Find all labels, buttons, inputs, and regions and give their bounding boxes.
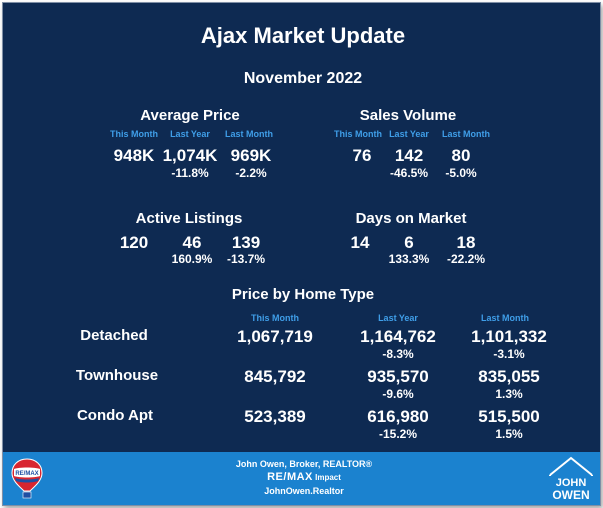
active-listings-last-year: 46 [182, 233, 202, 252]
sales-volume-last-month: 80 [451, 146, 471, 165]
active-listings-this-month: 120 [119, 233, 149, 252]
home-type-last-year: 935,570 [367, 367, 429, 386]
average-price-this-month: 948K [113, 146, 155, 165]
average-price-title: Average Price [140, 107, 240, 124]
home-type-this-month: 523,389 [244, 407, 306, 426]
home-type-last-month: 1,101,332 [471, 327, 547, 346]
footer-brokerage: RE/MAX Impact [267, 471, 341, 483]
sales-volume-this-month: 76 [352, 146, 372, 165]
home-type-last-month: 515,500 [478, 407, 540, 426]
page-title: Ajax Market Update [200, 23, 406, 48]
home-type-mom: 1.5% [495, 427, 523, 441]
home-type-header-this-month: This Month [251, 313, 299, 323]
footer-brand-suffix: Impact [312, 473, 341, 482]
average-price-yoy: -11.8% [171, 166, 209, 180]
sales-volume-mom: -5.0% [445, 166, 477, 180]
home-type-row-label: Detached [80, 327, 148, 344]
sales-volume-header-this-month: This Month [334, 129, 382, 139]
sales-volume-header-last-month: Last Month [442, 129, 490, 139]
home-type-last-year: 616,980 [367, 407, 429, 426]
home-type-mom: 1.3% [495, 387, 523, 401]
john-owen-logo: JOHN OWEN [547, 456, 595, 503]
home-type-yoy: -9.6% [382, 387, 414, 401]
average-price-header-last-month: Last Month [225, 129, 273, 139]
average-price-last-month: 969K [230, 146, 272, 165]
footer-broker-name: John Owen, Broker, REALTOR® [235, 459, 373, 469]
home-type-yoy: -15.2% [378, 427, 418, 441]
average-price-last-year: 1,074K [162, 146, 218, 165]
average-price-mom: -2.2% [235, 166, 267, 180]
logo-line-john: JOHN [555, 477, 587, 489]
sales-volume-title: Sales Volume [359, 107, 457, 124]
home-type-row-label: Townhouse [75, 367, 159, 384]
average-price-header-last-year: Last Year [170, 129, 210, 139]
days-on-market-title: Days on Market [355, 210, 467, 227]
days-on-market-last-year: 6 [404, 233, 414, 252]
home-type-this-month: 1,067,719 [237, 327, 313, 346]
home-type-mom: -3.1% [493, 347, 525, 361]
days-on-market-last-month: 18 [456, 233, 476, 252]
days-on-market-this-month: 14 [350, 233, 370, 252]
days-on-market-yoy: 133.3% [388, 252, 430, 266]
house-roof-icon [549, 456, 593, 476]
days-on-market-mom: -22.2% [446, 252, 486, 266]
active-listings-mom: -13.7% [226, 252, 266, 266]
home-type-last-year: 1,164,762 [360, 327, 436, 346]
sales-volume-header-last-year: Last Year [389, 129, 429, 139]
remax-logo-text: RE/MAX [15, 471, 38, 477]
footer-brand-name: RE/MAX [267, 471, 313, 483]
footer-bar [3, 452, 600, 505]
average-price-header-this-month: This Month [110, 129, 158, 139]
report-period: November 2022 [243, 70, 363, 87]
sales-volume-last-year: 142 [394, 146, 424, 165]
home-type-this-month: 845,792 [244, 367, 306, 386]
home-type-header-last-year: Last Year [378, 313, 418, 323]
home-type-yoy: -8.3% [382, 347, 414, 361]
footer-website: JohnOwen.Realtor [264, 486, 344, 496]
active-listings-last-month: 139 [231, 233, 261, 252]
logo-line-owen: OWEN [552, 488, 590, 502]
remax-balloon-icon: RE/MAX [11, 458, 43, 499]
home-type-header-last-month: Last Month [481, 313, 529, 323]
home-type-row-label: Condo Apt [76, 407, 154, 424]
active-listings-title: Active Listings [135, 210, 243, 227]
home-type-title: Price by Home Type [231, 286, 375, 303]
home-type-last-month: 835,055 [478, 367, 540, 386]
sales-volume-yoy: -46.5% [389, 166, 429, 180]
active-listings-yoy: 160.9% [171, 252, 213, 266]
